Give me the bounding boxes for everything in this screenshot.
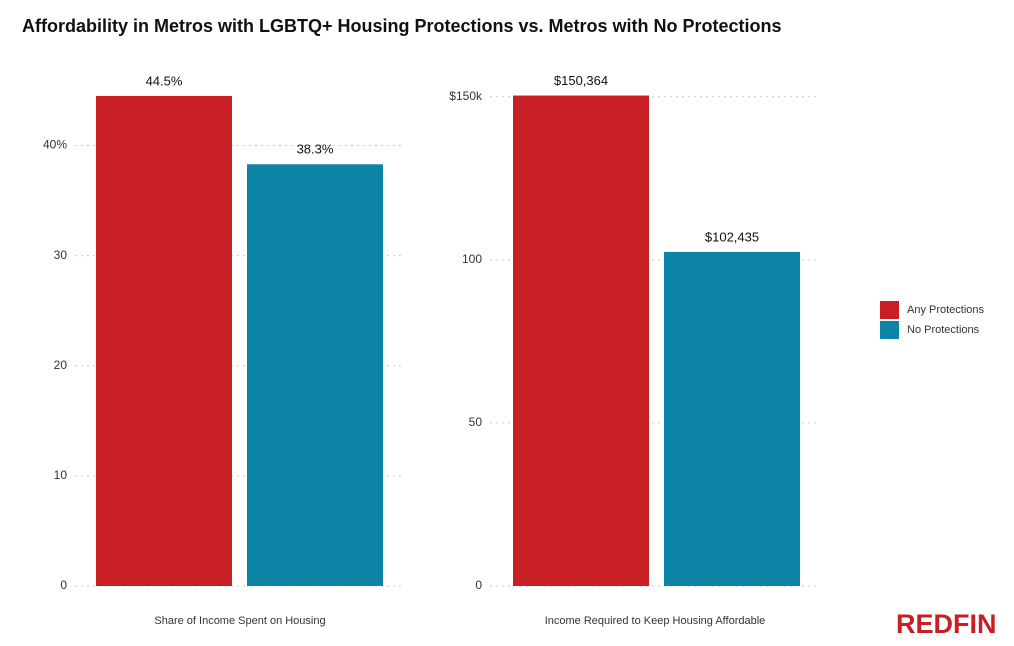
y-tick-label: 40% <box>43 138 67 152</box>
bar <box>513 95 649 586</box>
y-tick-label: $150k <box>449 89 483 103</box>
legend-label: Any Protections <box>907 304 985 316</box>
chart-title: Affordability in Metros with LGBTQ+ Hous… <box>22 16 782 36</box>
y-tick-label: 10 <box>54 468 68 482</box>
y-tick-label: 20 <box>54 358 68 372</box>
x-axis-label: Share of Income Spent on Housing <box>154 615 325 627</box>
bar <box>96 96 232 586</box>
y-tick-label: 0 <box>60 578 67 592</box>
data-label: 38.3% <box>297 142 334 157</box>
data-label: $150,364 <box>554 73 608 88</box>
legend-swatch <box>880 321 899 339</box>
y-tick-label: 50 <box>469 415 483 429</box>
bar <box>664 251 800 586</box>
y-tick-label: 0 <box>475 578 482 592</box>
brand-logo: REDFIN <box>896 609 997 639</box>
legend-label: No Protections <box>907 324 980 336</box>
y-tick-label: 30 <box>54 248 68 262</box>
x-axis-label: Income Required to Keep Housing Affordab… <box>545 615 766 627</box>
bar <box>247 164 383 586</box>
legend-swatch <box>880 301 899 319</box>
data-label: 44.5% <box>146 73 183 88</box>
y-tick-label: 100 <box>462 252 482 266</box>
data-label: $102,435 <box>705 229 759 244</box>
